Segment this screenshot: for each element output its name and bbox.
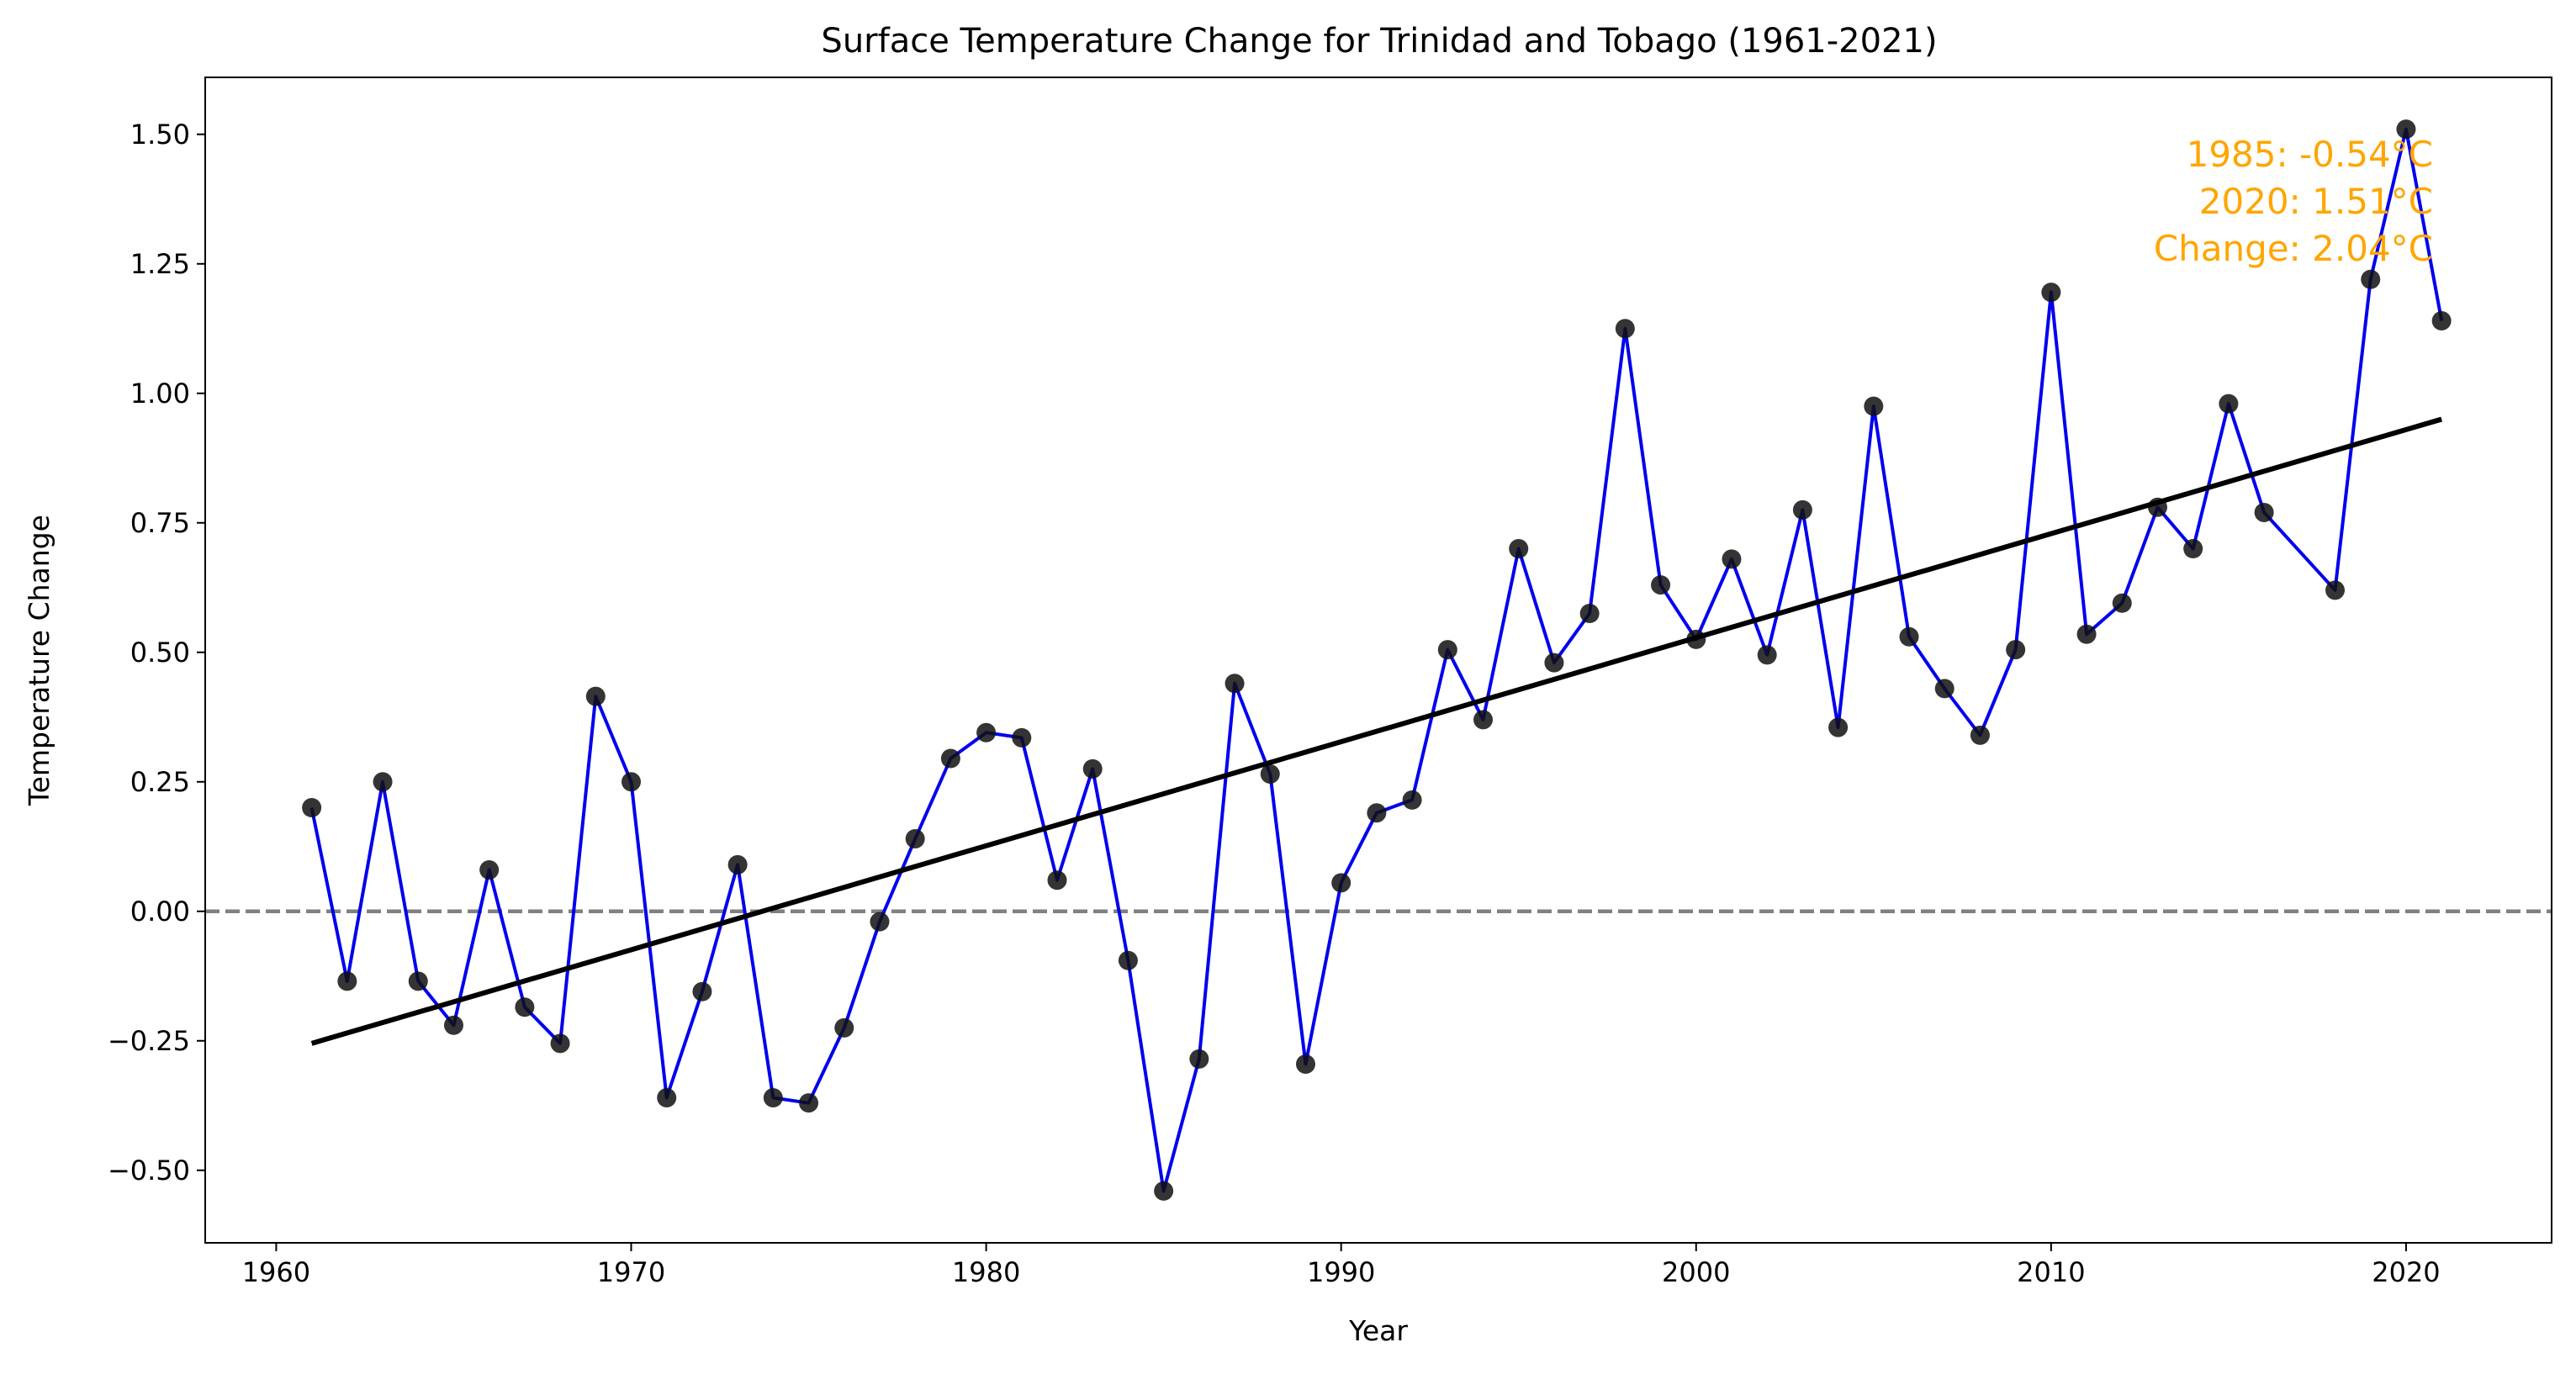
data-point: 1979: 0.295 [940, 748, 960, 769]
data-point: 2008: 0.34 [1970, 725, 1990, 745]
data-point: 2010: 1.195 [2041, 283, 2061, 303]
data-point: 1986: -0.285 [1189, 1049, 1209, 1069]
data-point: 1980: 0.345 [976, 722, 997, 742]
y-tick-label: 1.50 [130, 119, 190, 151]
data-point: 1972: -0.155 [692, 981, 712, 1001]
data-point: 2021: 1.14 [2431, 311, 2452, 331]
data-point: 1999: 0.63 [1651, 575, 1671, 595]
x-axis-title: Year [1348, 1314, 1408, 1347]
data-point: 2007: 0.43 [1934, 679, 1954, 699]
data-point: 1968: -0.255 [550, 1033, 570, 1054]
x-tick-label: 2020 [2372, 1256, 2440, 1288]
data-point: 1994: 0.37 [1473, 710, 1494, 730]
x-tick-label: 1990 [1307, 1256, 1375, 1288]
data-point: 1988: 0.265 [1260, 764, 1280, 785]
data-point: 1962: -0.135 [337, 971, 357, 991]
x-tick-label: 1980 [952, 1256, 1020, 1288]
data-point: 1983: 0.275 [1082, 758, 1103, 779]
data-point: 1970: 0.25 [622, 772, 642, 792]
annotation-line: 2020: 1.51°C [2199, 181, 2433, 222]
y-tick-label: 1.25 [130, 248, 190, 280]
x-tick-label: 1970 [597, 1256, 665, 1288]
data-point: 1977: -0.02 [870, 912, 890, 932]
data-point: 2009: 0.505 [2006, 640, 2026, 660]
data-point: 1993: 0.505 [1437, 640, 1457, 660]
data-point: 1991: 0.19 [1367, 803, 1387, 823]
data-point: 2019: 1.22 [2361, 269, 2381, 289]
annotation-line: 1985: -0.54°C [2187, 134, 2433, 175]
data-point: 2003: 0.775 [1792, 499, 1812, 520]
plot-area: 1961: 0.2 1962: -0.135 1963: 0.25 1964: -0.… [205, 119, 2552, 1201]
data-point: 1982: 0.06 [1047, 870, 1067, 890]
data-point: 1987: 0.44 [1225, 674, 1245, 694]
data-point: 1984: -0.095 [1118, 950, 1138, 970]
data-point: 2018: 0.62 [2325, 580, 2346, 600]
data-point: 1995: 0.7 [1509, 539, 1529, 559]
annotation: 1985: -0.54°C 2020: 1.51°C Change: 2.04°C [2154, 134, 2433, 269]
data-point: 2005: 0.975 [1864, 396, 1884, 416]
trend-line [310, 416, 2442, 1046]
data-point: 1981: 0.335 [1012, 727, 1032, 748]
data-point: 2001: 0.68 [1722, 549, 1742, 569]
y-tick-label: −0.50 [108, 1155, 190, 1186]
data-point: 2011: 0.535 [2076, 624, 2097, 644]
data-point: 2020: 1.51 [2396, 119, 2416, 140]
data-point: 1963: 0.25 [373, 772, 393, 792]
data-point: 2006: 0.53 [1899, 626, 1919, 647]
data-point: 1974: -0.36 [763, 1088, 783, 1108]
data-point: 1971: -0.36 [657, 1088, 677, 1108]
y-tick-label: 0.00 [130, 896, 190, 927]
data-point: 1990: 0.055 [1331, 873, 1351, 893]
data-point: 1997: 0.575 [1579, 604, 1600, 624]
data-point: 1964: -0.135 [408, 971, 428, 991]
chart-title: Surface Temperature Change for Trinidad … [821, 22, 1937, 61]
data-point: 1985: -0.54 [1154, 1181, 1174, 1201]
data-point: 1998: 1.125 [1615, 319, 1635, 339]
data-point: 1967: -0.185 [515, 997, 535, 1017]
plot-frame [204, 77, 2552, 1244]
data-point: 2014: 0.7 [2183, 539, 2203, 559]
data-point: 1966: 0.08 [479, 859, 500, 880]
annotation-line: Change: 2.04°C [2154, 228, 2433, 269]
data-point: 2015: 0.98 [2219, 394, 2239, 414]
data-point: 1961: 0.2 [302, 798, 322, 818]
y-axis-title: Temperature Change [23, 515, 56, 806]
y-tick-label: 1.00 [130, 378, 190, 410]
x-tick-label: 1960 [242, 1256, 310, 1288]
data-point: 2016: 0.77 [2254, 502, 2274, 522]
x-tick-label: 2010 [2017, 1256, 2085, 1288]
x-tick-label: 2000 [1662, 1256, 1730, 1288]
data-point: 1978: 0.14 [905, 829, 925, 849]
data-point: 1992: 0.215 [1402, 790, 1422, 810]
data-point: 1975: -0.37 [799, 1093, 819, 1113]
data-point: 2002: 0.495 [1757, 645, 1777, 665]
y-tick-label: 0.25 [130, 766, 190, 798]
data-point: 1969: 0.415 [585, 686, 606, 706]
data-point: 2012: 0.595 [2112, 593, 2132, 613]
y-tick-label: 0.75 [130, 507, 190, 539]
axes: 1960 1970 1980 1990 2000 2010 2020 −0.50 −0.25 0.… [108, 119, 2441, 1288]
data-point: 2004: 0.355 [1828, 717, 1849, 737]
temperature-series-line [309, 127, 2444, 1193]
data-point: 1976: -0.225 [834, 1017, 854, 1038]
y-tick-label: 0.50 [130, 637, 190, 669]
data-point: 1973: 0.09 [727, 854, 748, 875]
data-point: 1989: -0.295 [1295, 1054, 1315, 1074]
data-point: 1996: 0.48 [1544, 653, 1564, 673]
y-tick-label: −0.25 [108, 1025, 190, 1057]
data-point: 1965: -0.22 [443, 1015, 463, 1035]
